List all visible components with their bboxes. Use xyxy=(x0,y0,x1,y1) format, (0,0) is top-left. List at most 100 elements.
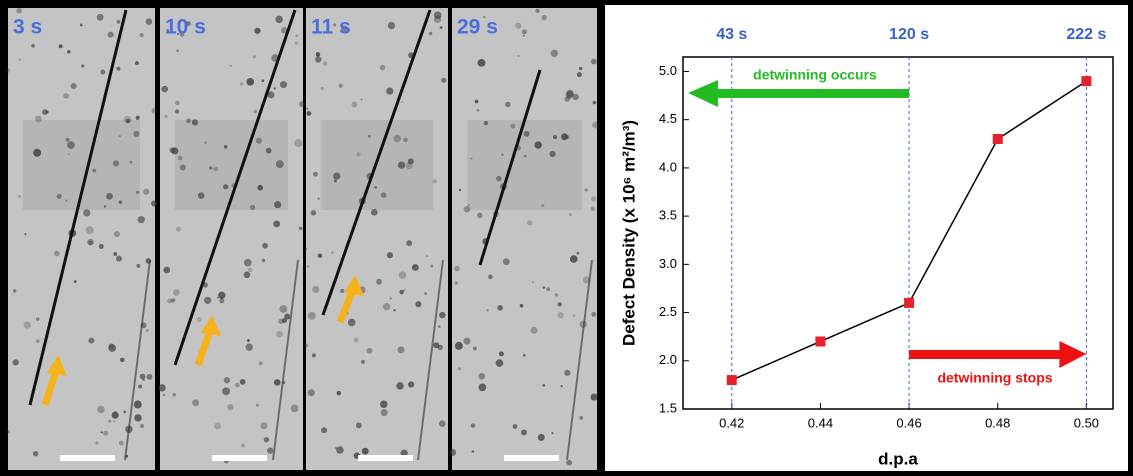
defect-dot xyxy=(178,156,183,161)
defect-dot xyxy=(67,141,75,149)
defect-dot xyxy=(312,353,316,357)
x-axis-label: d.p.a xyxy=(878,449,918,468)
defect-dot xyxy=(386,87,393,94)
defect-dot xyxy=(406,240,412,246)
defect-dot xyxy=(334,180,337,183)
defect-dot xyxy=(257,185,263,191)
x-tick-label: 0.46 xyxy=(896,415,921,430)
defect-dot xyxy=(264,437,269,442)
defect-dot xyxy=(240,379,246,385)
defect-dot xyxy=(318,254,322,258)
defect-dot xyxy=(67,50,70,53)
defect-dot xyxy=(248,268,253,273)
defect-dot xyxy=(246,344,253,351)
defect-dot xyxy=(551,50,558,57)
defect-dot xyxy=(535,9,539,13)
defect-dot xyxy=(439,312,445,318)
defect-dot xyxy=(33,451,38,456)
defect-dot xyxy=(573,315,575,317)
defect-dot xyxy=(393,135,401,143)
defect-dot xyxy=(477,213,482,218)
defect-dot xyxy=(579,67,582,70)
defect-dot xyxy=(434,16,441,23)
defect-dot xyxy=(294,139,302,147)
defect-dot xyxy=(403,138,408,143)
defect-dot xyxy=(577,72,582,77)
defect-dot xyxy=(63,93,69,99)
defect-dot xyxy=(88,338,94,344)
defect-dot xyxy=(593,101,597,105)
defect-dot xyxy=(146,18,153,25)
top-tick-label: 43 s xyxy=(716,26,747,43)
defect-dot xyxy=(455,281,458,284)
defect-dot xyxy=(6,430,10,434)
defect-dot xyxy=(356,423,362,429)
defect-dot xyxy=(299,101,305,107)
defect-dot xyxy=(315,56,321,62)
defect-dot xyxy=(274,87,276,89)
defect-dot xyxy=(114,231,120,237)
defect-dot xyxy=(591,59,597,65)
defect-dot xyxy=(136,191,139,194)
defect-dot xyxy=(520,304,524,308)
defect-dot xyxy=(564,370,570,376)
defect-dot xyxy=(399,290,403,294)
defect-dot xyxy=(103,431,108,436)
defect-dot xyxy=(33,149,41,157)
defect-dot xyxy=(119,441,124,446)
defect-dot xyxy=(134,414,141,421)
annotation: detwinning occurs xyxy=(753,67,877,83)
defect-dot xyxy=(305,248,307,250)
top-tick-label: 120 s xyxy=(889,26,929,43)
defect-dot xyxy=(213,167,217,171)
defect-dot xyxy=(339,84,343,88)
defect-dot xyxy=(531,327,538,334)
defect-dot xyxy=(68,153,70,155)
defect-dot xyxy=(224,377,230,383)
data-point xyxy=(904,298,914,308)
defect-dot xyxy=(97,406,105,414)
defect-dot xyxy=(374,186,377,189)
defect-dot xyxy=(65,200,67,202)
defect-dot xyxy=(227,404,233,410)
defect-dot xyxy=(253,110,257,114)
defect-dot xyxy=(478,384,486,392)
scale-bar xyxy=(358,455,413,461)
defect-dot xyxy=(449,449,456,456)
defect-dot xyxy=(279,305,287,313)
defect-dot xyxy=(95,442,98,445)
defect-dot xyxy=(430,265,433,268)
defect-dot xyxy=(163,394,166,397)
defect-dot xyxy=(224,145,228,149)
defect-dot xyxy=(351,102,357,108)
defect-dot xyxy=(152,108,158,114)
defect-dot xyxy=(113,420,115,422)
defect-dot xyxy=(219,298,224,303)
defect-dot xyxy=(136,116,140,120)
defect-dot xyxy=(204,142,206,144)
y-tick-label: 2.0 xyxy=(659,352,677,367)
defect-dot xyxy=(440,26,443,29)
defect-dot xyxy=(71,83,77,89)
defect-dot xyxy=(591,196,596,201)
defect-dot xyxy=(499,351,504,356)
defect-dot xyxy=(503,258,510,265)
defect-dot xyxy=(253,55,256,58)
arrow-shaft xyxy=(909,350,1061,359)
defect-dot xyxy=(192,119,198,125)
defect-dot xyxy=(543,286,545,288)
defect-dot xyxy=(501,154,503,156)
defect-dot xyxy=(517,55,519,57)
defect-dot xyxy=(566,91,574,99)
defect-dot xyxy=(376,279,382,285)
defect-dot xyxy=(311,210,316,215)
defect-dot xyxy=(463,338,470,345)
defect-dot xyxy=(278,319,283,324)
defect-dot xyxy=(223,184,228,189)
defect-dot xyxy=(591,393,598,400)
defect-dot xyxy=(146,374,152,380)
defect-dot xyxy=(304,343,308,347)
defect-dot xyxy=(158,384,165,391)
defect-dot xyxy=(267,447,273,453)
defect-dot xyxy=(560,385,562,387)
